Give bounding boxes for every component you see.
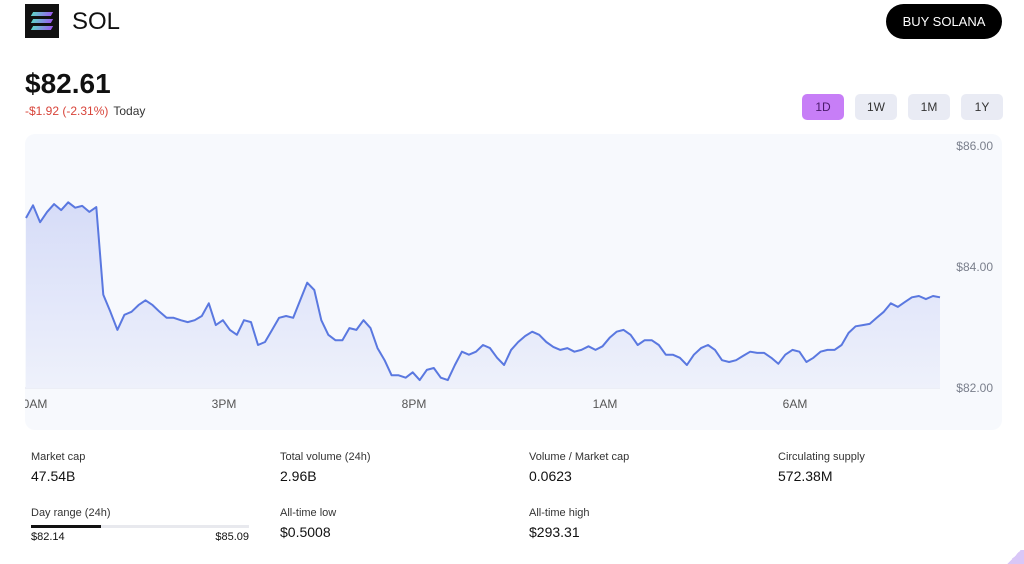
- buy-solana-button[interactable]: BUY SOLANA: [886, 4, 1002, 39]
- range-selector: 1D 1W 1M 1Y: [802, 94, 1003, 120]
- stat-value: 47.54B: [31, 468, 76, 484]
- stat-label: All-time low: [280, 507, 337, 519]
- stat-volume-market-cap: Volume / Market cap 0.0623: [529, 451, 749, 484]
- stat-market-cap: Market cap 47.54B: [31, 451, 251, 484]
- decorative-corner: [1004, 550, 1024, 564]
- change-value: -$1.92 (-2.31%): [25, 104, 109, 118]
- price-chart[interactable]: $86.00 $84.00 $82.00 0AM 3PM 8PM 1AM 6AM: [25, 134, 1002, 430]
- stat-label: Total volume (24h): [280, 451, 371, 463]
- stat-label: All-time high: [529, 507, 590, 519]
- x-tick-label: 0AM: [25, 397, 47, 411]
- y-tick-label: $86.00: [956, 139, 993, 153]
- range-1y-button[interactable]: 1Y: [961, 94, 1003, 120]
- y-tick-label: $84.00: [956, 260, 993, 274]
- solana-logo: [25, 4, 59, 38]
- stat-circulating-supply: Circulating supply 572.38M: [778, 451, 998, 484]
- stat-total-volume: Total volume (24h) 2.96B: [280, 451, 500, 484]
- stat-value: 572.38M: [778, 468, 833, 484]
- symbol-title: SOL: [72, 8, 121, 35]
- day-range-bar: [31, 525, 249, 528]
- stat-value: 0.0623: [529, 468, 572, 484]
- stat-all-time-low: All-time low $0.5008: [280, 507, 500, 540]
- stat-label: Market cap: [31, 451, 86, 463]
- x-tick-label: 8PM: [402, 397, 427, 411]
- day-range-low: $82.14: [31, 531, 65, 543]
- stat-day-range: Day range (24h) $82.14 $85.09: [31, 507, 251, 543]
- stat-value: $293.31: [529, 524, 580, 540]
- price-change: -$1.92 (-2.31%) Today: [25, 104, 145, 118]
- stat-value: $0.5008: [280, 524, 331, 540]
- range-1w-button[interactable]: 1W: [855, 94, 897, 120]
- day-range-high: $85.09: [215, 531, 249, 543]
- stat-label: Volume / Market cap: [529, 451, 630, 463]
- day-range-fill: [31, 525, 101, 528]
- x-tick-label: 6AM: [783, 397, 808, 411]
- range-1d-button[interactable]: 1D: [802, 94, 844, 120]
- change-period: Today: [113, 104, 146, 118]
- current-price: $82.61: [25, 68, 111, 99]
- x-tick-label: 1AM: [593, 397, 618, 411]
- range-1m-button[interactable]: 1M: [908, 94, 950, 120]
- stat-label: Day range (24h): [31, 507, 111, 519]
- stat-label: Circulating supply: [778, 451, 865, 463]
- chart-svg: $86.00 $84.00 $82.00 0AM 3PM 8PM 1AM 6AM: [25, 139, 993, 411]
- price-area: [26, 202, 940, 388]
- y-tick-label: $82.00: [956, 381, 993, 395]
- stat-all-time-high: All-time high $293.31: [529, 507, 749, 540]
- x-tick-label: 3PM: [212, 397, 237, 411]
- price-line: [25, 201, 941, 382]
- stat-value: 2.96B: [280, 468, 317, 484]
